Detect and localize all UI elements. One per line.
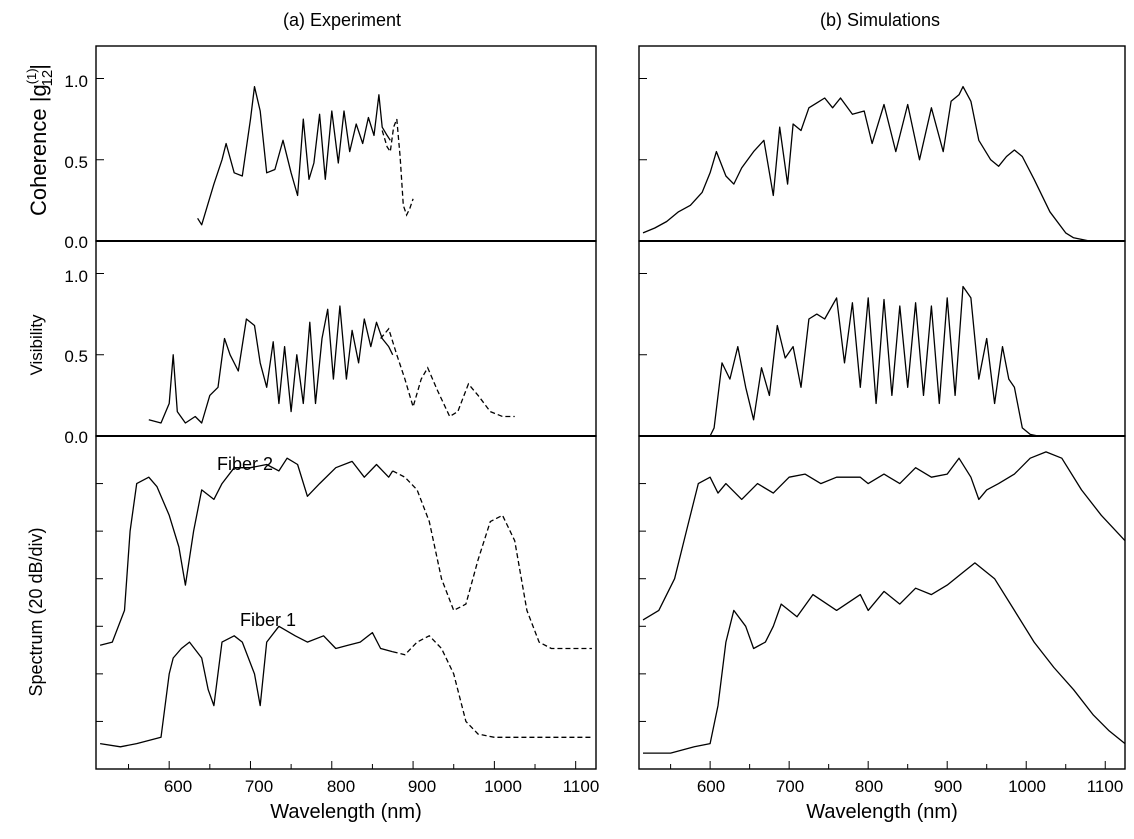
fiber-2-annotation: Fiber 2 bbox=[217, 454, 273, 474]
visibility-ytick-label: 0.0 bbox=[64, 428, 88, 447]
experiment-xtick-label: 700 bbox=[245, 777, 273, 796]
experiment-xtick-labels: 600 700 800 900 1000 1100 bbox=[164, 777, 599, 796]
simulation-xtick-label: 1100 bbox=[1087, 777, 1124, 796]
visibility-simulation-frame bbox=[638, 240, 1126, 437]
experiment-xaxis-title: Wavelength (nm) bbox=[270, 801, 422, 823]
experiment-xtick-label: 900 bbox=[408, 777, 436, 796]
experiment-xtick-label: 1100 bbox=[563, 777, 600, 796]
simulation-xtick-label: 900 bbox=[934, 777, 962, 796]
coherence-experiment-curve-1 bbox=[381, 118, 414, 217]
spectrum-axis-label: Spectrum (20 dB/div) bbox=[26, 527, 46, 696]
data-curves bbox=[99, 85, 1126, 754]
spectrum-simulation-frame bbox=[638, 435, 1126, 770]
coherence-axis-label-end: | bbox=[26, 64, 51, 70]
coherence-axis-label-main: Coherence |g bbox=[26, 84, 51, 216]
coherence-axis-label-sup: (1) bbox=[24, 68, 39, 84]
visibility-experiment-frame bbox=[95, 240, 597, 437]
axis-ticks bbox=[96, 78, 1106, 769]
coherence-ytick-labels: 0.0 0.5 1.0 bbox=[64, 72, 88, 252]
visibility-ytick-label: 0.5 bbox=[64, 347, 88, 366]
visibility-axis-label: Visibility bbox=[27, 314, 46, 376]
fiber-1-annotation: Fiber 1 bbox=[240, 610, 296, 630]
coherence-ytick-label: 0.5 bbox=[64, 153, 88, 172]
visibility-ytick-label: 1.0 bbox=[64, 267, 88, 286]
simulation-xtick-label: 1000 bbox=[1008, 777, 1046, 796]
coherence-simulation-curve-0 bbox=[642, 85, 1090, 242]
spectrum-experiment-frame bbox=[95, 435, 597, 770]
spectrum-experiment-curve-2 bbox=[99, 625, 393, 748]
coherence-ytick-label: 1.0 bbox=[64, 72, 88, 91]
spectrum-experiment-curve-0 bbox=[99, 457, 394, 646]
simulation-xtick-labels: 600 700 800 900 1000 1100 bbox=[697, 777, 1123, 796]
simulation-xtick-label: 700 bbox=[776, 777, 804, 796]
experiment-xtick-label: 600 bbox=[164, 777, 192, 796]
visibility-experiment-curve-1 bbox=[380, 327, 515, 418]
simulation-xtick-label: 600 bbox=[697, 777, 725, 796]
spectrum-simulation-curve-1 bbox=[643, 562, 1126, 754]
spectrum-simulation-curve-0 bbox=[642, 451, 1126, 621]
visibility-experiment-curve-0 bbox=[148, 305, 394, 424]
spectrum-experiment-curve-1 bbox=[392, 470, 592, 650]
experiment-xtick-label: 1000 bbox=[484, 777, 522, 796]
coherence-experiment-curve-0 bbox=[197, 85, 391, 226]
coherence-experiment-frame bbox=[95, 45, 597, 242]
coherence-axis-label: Coherence |g(1)12| bbox=[24, 64, 56, 216]
simulation-xaxis-title: Wavelength (nm) bbox=[806, 801, 958, 823]
column-title-experiment: (a) Experiment bbox=[283, 10, 401, 30]
coherence-ytick-label: 0.0 bbox=[64, 233, 88, 252]
visibility-ytick-labels: 0.0 0.5 1.0 bbox=[64, 267, 88, 447]
column-title-simulations: (b) Simulations bbox=[820, 10, 940, 30]
visibility-simulation-curve-0 bbox=[709, 285, 1046, 437]
coherence-axis-label-sub: 12 bbox=[39, 70, 56, 87]
simulation-xtick-label: 800 bbox=[855, 777, 883, 796]
coherence-simulation-frame bbox=[638, 45, 1126, 242]
experiment-xtick-label: 800 bbox=[327, 777, 355, 796]
spectrum-experiment-curve-3 bbox=[392, 634, 592, 738]
